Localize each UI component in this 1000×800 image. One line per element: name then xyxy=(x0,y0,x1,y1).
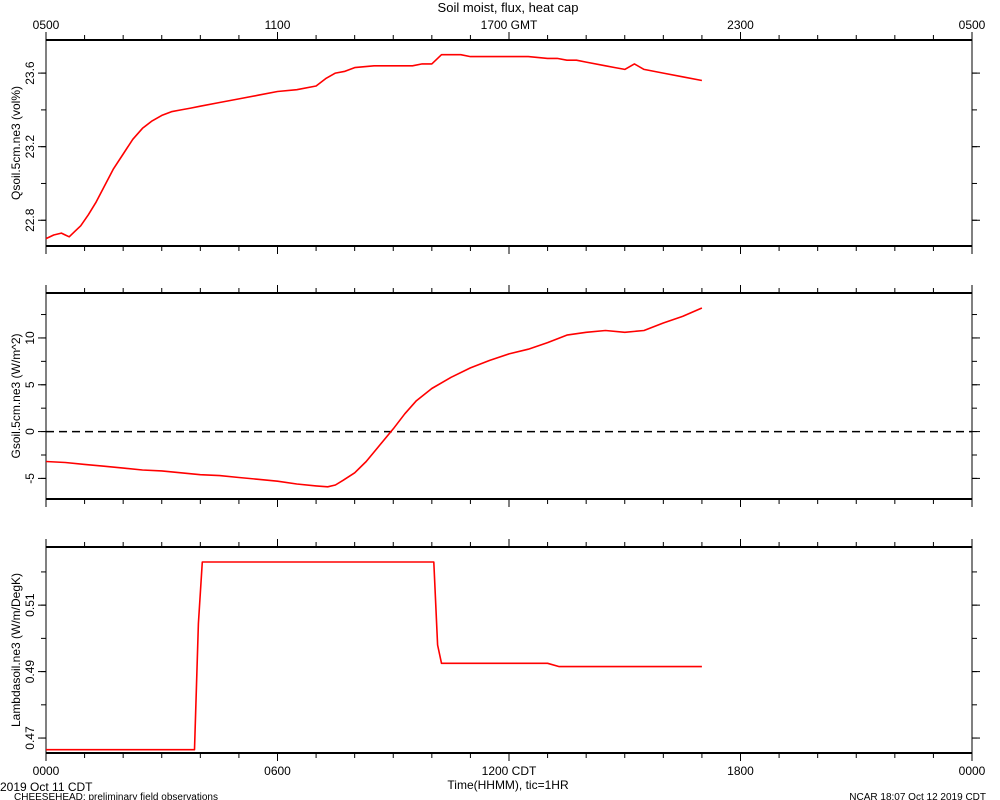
y-axis-label: Qsoil.5cm.ne3 (vol%) xyxy=(9,86,23,200)
footer-stamp: NCAR 18:07 Oct 12 2019 CDT xyxy=(849,792,986,800)
chart-title: Soil moist, flux, heat cap xyxy=(438,0,579,15)
top-tick-label: 2300 xyxy=(727,18,754,32)
footer-project: CHEESEHEAD: preliminary field observatio… xyxy=(14,792,218,800)
top-tick-label: 0500 xyxy=(959,18,986,32)
y-tick-label: 0.47 xyxy=(23,726,37,750)
series-line-3 xyxy=(46,561,702,751)
x-axis-label: Time(HHMM), tic=1HR xyxy=(447,778,569,792)
top-tick-label: 0500 xyxy=(33,18,60,32)
series-line-1 xyxy=(45,53,703,240)
plot-frame xyxy=(45,546,973,754)
plot-frame xyxy=(45,292,973,500)
y-tick-label: 23.2 xyxy=(23,135,37,159)
y-tick-label: -5 xyxy=(23,473,37,484)
y-tick-label: 5 xyxy=(23,381,37,388)
bottom-tick-label: 1800 xyxy=(727,764,754,778)
y-tick-label: 23.6 xyxy=(23,61,37,85)
series-line-2 xyxy=(45,307,703,488)
y-tick-label: 0 xyxy=(23,428,37,435)
bottom-tick-label: 1200 CDT xyxy=(482,764,537,778)
top-tick-label: 1700 GMT xyxy=(481,18,538,32)
y-tick-label: 0.51 xyxy=(23,593,37,617)
y-tick-label: 22.8 xyxy=(23,208,37,232)
footer-date: 2019 Oct 11 CDT xyxy=(0,780,93,794)
bottom-tick-label: 0000 xyxy=(33,764,60,778)
y-tick-label: 10 xyxy=(23,331,37,345)
y-tick-label: 0.49 xyxy=(23,660,37,684)
top-tick-label: 1100 xyxy=(265,18,291,32)
bottom-tick-label: 0000 xyxy=(959,764,986,778)
y-axis-label: Gsoil.5cm.ne3 (W/m^2) xyxy=(9,334,23,459)
bottom-tick-label: 0600 xyxy=(264,764,291,778)
plot-frame xyxy=(45,39,973,247)
y-axis-label: Lambdasoil.ne3 (W/m/DegK) xyxy=(9,573,23,727)
